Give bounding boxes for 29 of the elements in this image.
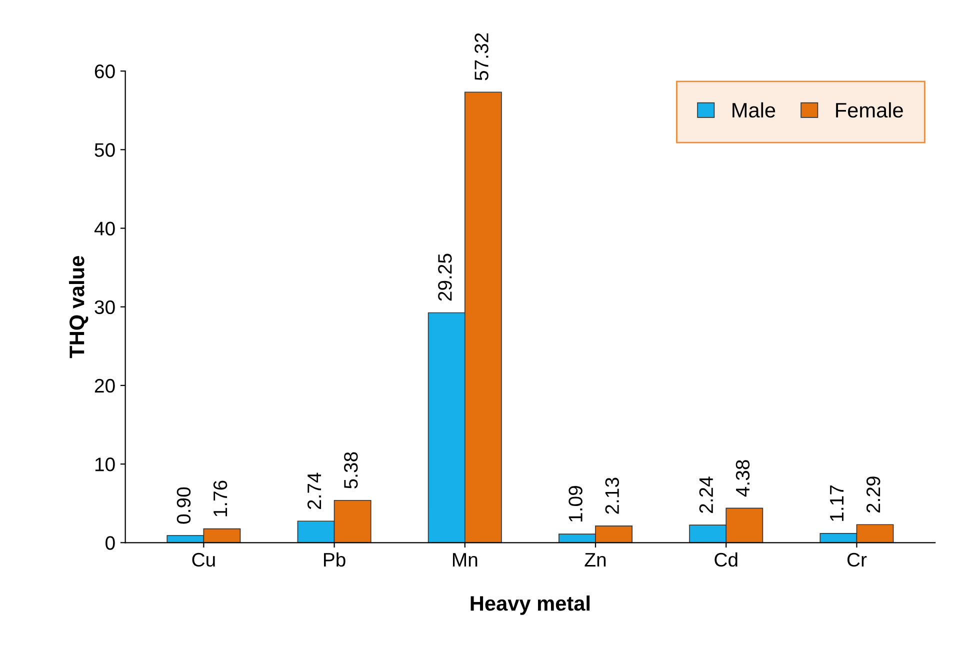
- data-label: 57.32: [474, 33, 488, 80]
- legend-label: Male: [732, 102, 776, 118]
- y-axis-title: THQ value: [68, 256, 88, 358]
- x-tick-label: Mn: [452, 553, 478, 566]
- y-tick-label: 50: [94, 143, 115, 157]
- x-tick-label: Zn: [584, 553, 606, 566]
- y-tick-label: 60: [94, 64, 115, 78]
- y-tick-label: 10: [95, 458, 115, 472]
- data-label: 2.74: [307, 472, 322, 510]
- x-tick-label: Cr: [847, 552, 867, 567]
- x-axis-title: Heavy metal: [470, 595, 590, 615]
- data-label: 1.17: [830, 485, 844, 521]
- data-label: 2.13: [605, 478, 620, 514]
- data-label: 29.25: [438, 254, 452, 301]
- legend-label: Female: [836, 102, 903, 118]
- x-tick-label: Pb: [324, 552, 346, 567]
- data-label: 2.24: [699, 476, 713, 513]
- x-tick-label: Cu: [192, 552, 215, 567]
- y-tick-label: 30: [94, 300, 115, 314]
- data-label: 2.29: [866, 476, 880, 513]
- data-label: 1.09: [568, 486, 582, 522]
- data-label: 0.90: [176, 487, 191, 524]
- x-tick-label: Cd: [714, 552, 738, 567]
- data-label: 1.76: [213, 480, 228, 516]
- data-label: 4.38: [736, 460, 750, 497]
- data-label: 5.38: [344, 452, 358, 488]
- y-tick-label: 40: [94, 222, 115, 236]
- y-tick-label: 0: [106, 536, 115, 550]
- y-tick-label: 20: [94, 378, 115, 393]
